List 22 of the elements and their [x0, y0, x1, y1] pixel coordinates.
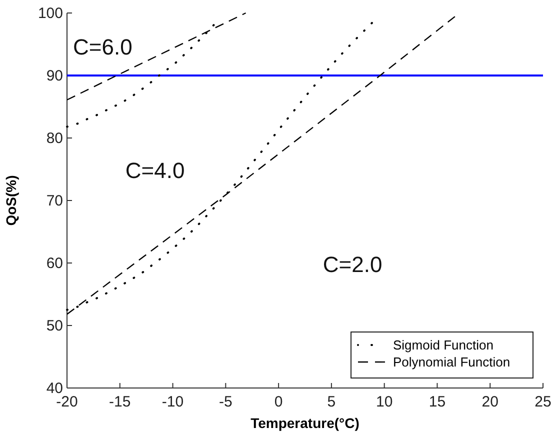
- x-tick-label: 5: [327, 394, 336, 411]
- y-tick-label: 50: [46, 317, 63, 334]
- annotation: C=6.0: [73, 34, 132, 60]
- y-tick-label: 100: [38, 4, 63, 22]
- x-tick-label: 20: [482, 394, 498, 411]
- legend-label: Sigmoid Function: [393, 338, 494, 352]
- legend-label: Polynomial Function: [393, 354, 510, 370]
- x-tick-label: 15: [428, 394, 446, 411]
- x-axis-title: Temperature(°C): [250, 415, 360, 431]
- x-tick-label: -5: [218, 394, 232, 411]
- x-tick-label: 25: [534, 394, 551, 411]
- x-tick-label: -15: [109, 394, 131, 411]
- x-tick-label: 10: [376, 394, 393, 411]
- y-tick-label: 80: [46, 130, 63, 147]
- y-tick-label: 60: [46, 254, 63, 272]
- x-tick-label: 0: [274, 394, 283, 411]
- y-tick-label: 70: [46, 192, 63, 210]
- annotation: C=4.0: [125, 158, 185, 183]
- annotation: C=2.0: [322, 252, 382, 277]
- y-axis-title: QoS(%): [3, 175, 19, 226]
- x-tick-label: -10: [162, 394, 184, 411]
- y-tick-label: 90: [46, 67, 63, 84]
